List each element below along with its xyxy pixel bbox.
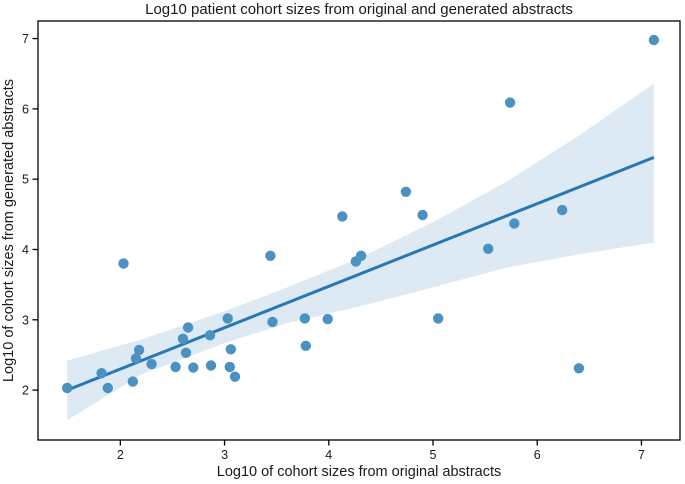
scatter-point (127, 376, 138, 387)
y-tick-label: 3 (22, 313, 29, 327)
regression-line (66, 155, 655, 392)
scatter-point (180, 347, 192, 358)
scatter-point (222, 313, 233, 324)
scatter-point (177, 333, 189, 344)
y-tick-label: 7 (22, 32, 29, 46)
scatter-point (400, 186, 412, 197)
scatter-point (224, 361, 235, 373)
scatter-point (146, 358, 157, 370)
scatter-point (118, 258, 129, 269)
x-axis-label: Log10 of cohort sizes from original abst… (217, 464, 502, 480)
x-tick-label: 7 (638, 448, 645, 462)
scatter-point (483, 243, 494, 254)
scatter-point (205, 360, 217, 371)
scatter-point (102, 382, 114, 394)
scatter-point (337, 211, 348, 222)
scatter-point (182, 322, 194, 333)
scatter-point (355, 250, 367, 261)
scatter-point (96, 368, 107, 379)
scatter-point (504, 97, 516, 108)
scatter-point (61, 382, 73, 394)
scatter-point (225, 344, 236, 355)
scatter-point (557, 204, 568, 216)
scatter-point (130, 353, 142, 364)
y-tick-label: 2 (22, 384, 29, 398)
scatter-point (509, 218, 520, 229)
scatter-point (204, 330, 216, 341)
y-tick-label: 4 (22, 243, 29, 257)
x-tick-label: 3 (221, 448, 228, 462)
x-tick-label: 4 (325, 448, 332, 462)
scatter-point (648, 34, 660, 46)
plot-border (37, 20, 681, 441)
scatter-point (300, 340, 311, 351)
scatter-point (170, 361, 181, 373)
y-tick-label: 6 (22, 102, 29, 116)
scatter-point (265, 250, 276, 261)
y-axis-label: Log10 of cohort sizes from generated abs… (1, 79, 17, 382)
scatter-point (267, 316, 278, 328)
scatter-point (433, 313, 444, 324)
scatter-point (133, 344, 145, 356)
chart-title: Log10 patient cohort sizes from original… (145, 1, 573, 18)
x-tick-label: 5 (430, 448, 437, 462)
scatter-point (322, 313, 333, 325)
y-tick-label: 5 (22, 173, 29, 187)
x-tick-label: 6 (534, 448, 541, 462)
scatter-point (188, 362, 199, 373)
x-tick-label: 2 (117, 448, 124, 462)
scatter-point (573, 363, 585, 374)
scatter-point (417, 209, 428, 221)
scatter-point (299, 313, 310, 324)
scatter-point (229, 371, 241, 382)
